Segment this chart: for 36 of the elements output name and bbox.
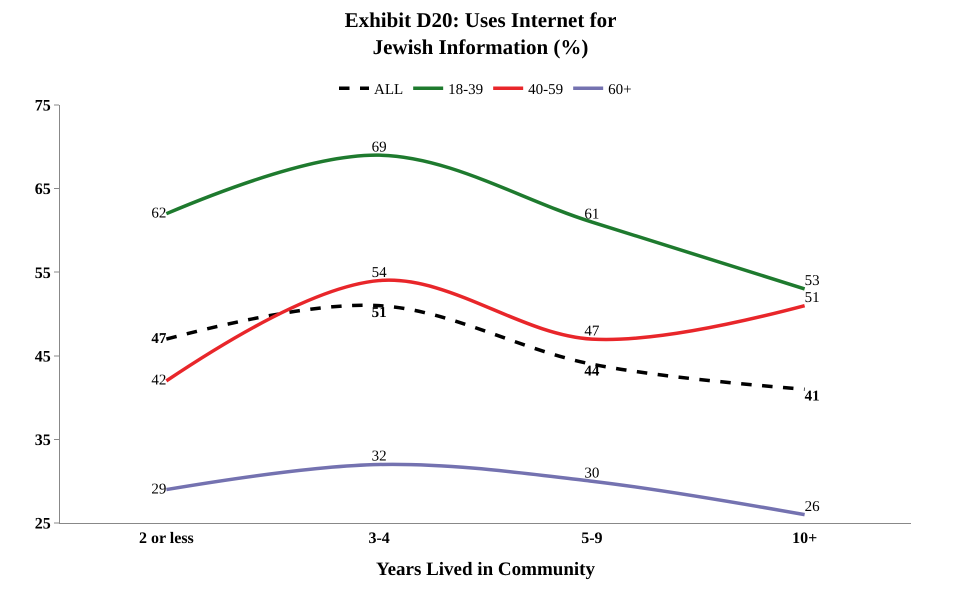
- y-tick-label: 45: [34, 348, 51, 366]
- data-label: 41: [804, 388, 820, 404]
- data-label: 32: [372, 448, 387, 465]
- chart-title: Exhibit D20: Uses Internet for Jewish Information (%): [344, 8, 616, 60]
- x-tick-label: 10+: [792, 530, 818, 548]
- line-series: [164, 278, 806, 383]
- line-series: [164, 462, 806, 516]
- data-label: 42: [151, 372, 166, 389]
- data-label: 54: [372, 264, 388, 281]
- x-axis-title: Years Lived in Community: [376, 559, 596, 580]
- data-label: 29: [151, 481, 166, 498]
- y-tick-label: 65: [34, 181, 51, 198]
- data-label: 61: [584, 206, 600, 222]
- data-label: 51: [804, 290, 820, 306]
- legend-label: 60+: [608, 82, 632, 98]
- data-label: 51: [372, 304, 387, 321]
- legend-label: 40-59: [528, 82, 564, 98]
- y-tick-label: 55: [34, 264, 51, 282]
- legend-label: 18-39: [448, 82, 484, 98]
- data-label: 53: [804, 273, 820, 290]
- data-label: 44: [584, 363, 600, 380]
- data-label: 26: [804, 498, 820, 515]
- data-label: 30: [584, 465, 600, 482]
- legend-label: ALL: [374, 82, 404, 98]
- x-tick-label: 5-9: [581, 530, 603, 548]
- data-label: 62: [151, 205, 166, 222]
- x-tick-label: 3-4: [368, 530, 390, 548]
- data-label: 47: [151, 330, 167, 347]
- y-tick-label: 75: [34, 98, 51, 115]
- data-label: 69: [372, 139, 387, 156]
- y-tick-label: 25: [34, 516, 51, 533]
- line-series: [164, 153, 806, 291]
- data-label: 47: [584, 323, 600, 340]
- x-tick-label: 2 or less: [138, 530, 194, 548]
- line-series: [164, 304, 806, 391]
- y-tick-label: 35: [34, 432, 51, 449]
